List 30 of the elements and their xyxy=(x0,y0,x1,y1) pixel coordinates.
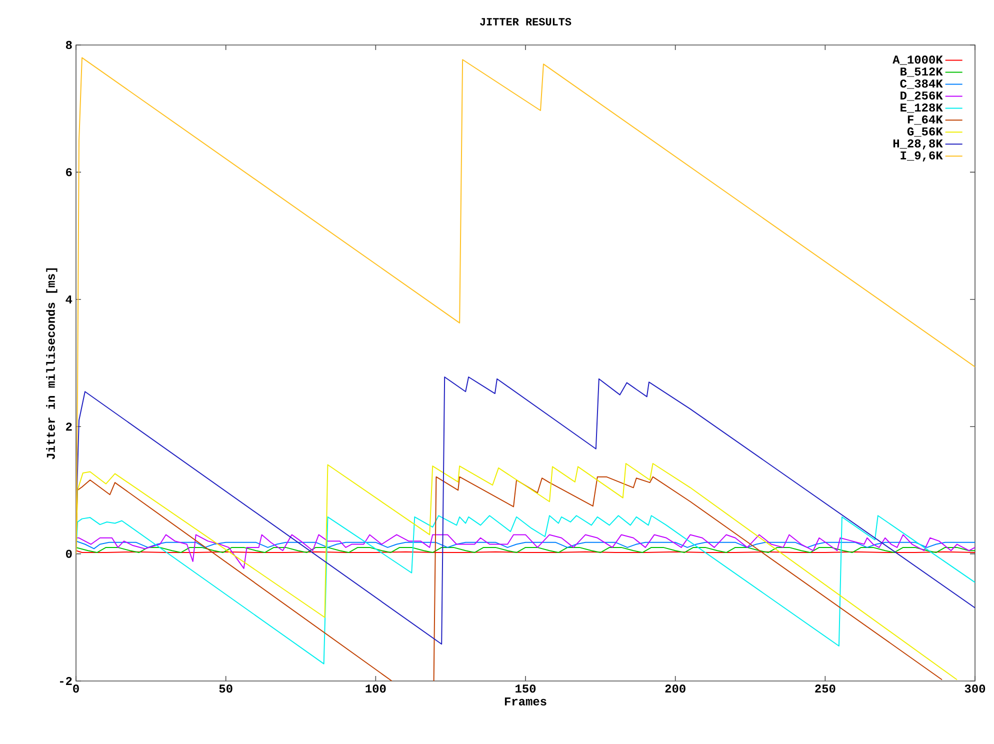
legend-label: C_384K xyxy=(900,79,943,89)
x-tick-label: 100 xyxy=(366,684,386,693)
y-tick-label: 2 xyxy=(66,422,72,431)
y-axis-title: Jitter in milliseconds [ms] xyxy=(46,268,58,460)
legend-label: E_128K xyxy=(900,103,943,113)
legend-label: D_256K xyxy=(900,91,943,101)
line-series xyxy=(76,534,976,569)
legend-label: H_28,8K xyxy=(893,139,943,150)
line-series xyxy=(76,57,976,554)
y-tick-label: 4 xyxy=(66,295,72,304)
x-tick-label: 150 xyxy=(516,684,536,693)
legend-label: I_9,6K xyxy=(900,151,943,162)
x-axis-title: Frames xyxy=(504,697,546,706)
legend-label: F_64K xyxy=(908,115,943,125)
legend-label: G_56K xyxy=(907,127,943,137)
legend-label: A_1000K xyxy=(892,56,943,65)
x-tick-label: 200 xyxy=(665,684,686,693)
x-tick-label: 250 xyxy=(815,684,836,693)
chart-title: JITTER RESULTS xyxy=(480,18,572,26)
y-tick-label: 6 xyxy=(66,168,72,176)
line-series xyxy=(76,376,976,645)
x-tick-label: 0 xyxy=(73,684,79,693)
y-tick-label: 8 xyxy=(66,40,72,50)
line-series xyxy=(76,540,976,550)
y-tick-label: -2 xyxy=(60,677,72,685)
line-series xyxy=(76,515,976,664)
x-tick-label: 300 xyxy=(964,684,986,693)
y-tick-label: 0 xyxy=(66,550,72,558)
legend-label: B_512K xyxy=(900,68,943,77)
x-tick-label: 50 xyxy=(219,684,232,693)
